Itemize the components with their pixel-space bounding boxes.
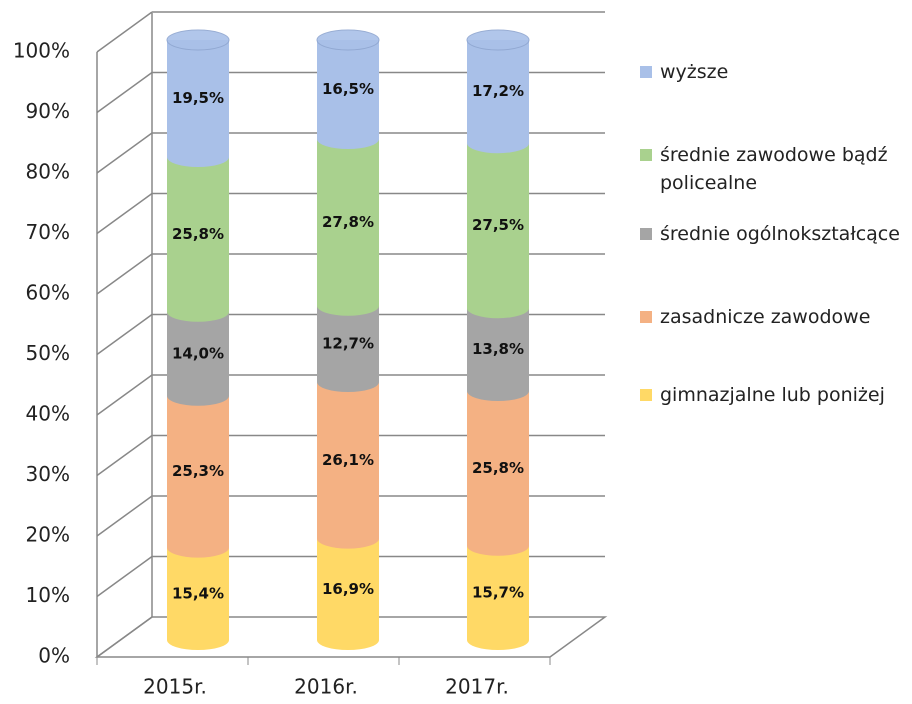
y-tick-label: 30% [26,462,70,486]
grid-line [96,132,153,174]
y-tick-label: 80% [26,160,70,184]
legend-label: gimnazjalne lub poniżej [660,384,885,406]
x-tick-label: 2015r. [143,675,207,699]
bar-segment [167,311,229,406]
data-label: 15,4% [172,584,224,602]
y-tick-label: 90% [26,99,70,123]
legend-label: zasadnicze zawodowe [660,306,871,328]
legend-label: średnie ogólnokształcące [660,223,900,245]
legend-label: średnie zawodowe bądź policealne [660,144,888,194]
bar-segment [317,139,379,316]
bar-segment [317,538,379,650]
bar-segment [467,40,529,154]
y-tick-label: 70% [26,220,70,244]
data-label: 15,7% [472,583,524,601]
bar-segment [167,40,229,167]
grid-line [96,555,153,598]
y-tick-label: 20% [26,523,70,547]
bar-segment [467,143,529,319]
bar-segment [317,305,379,392]
x-tick-label: 2017r. [445,675,509,699]
data-label: 16,9% [322,580,374,598]
data-label: 27,5% [472,216,524,234]
y-tick-label: 60% [26,281,70,305]
grid-line [96,11,153,53]
y-tick-label: 10% [26,583,70,607]
grid-line [96,616,153,658]
data-label: 19,5% [172,89,224,107]
legend-swatch [640,149,652,161]
x-tick-label: 2016r. [294,675,358,699]
bar-segment [167,157,229,322]
bar-segment [467,545,529,650]
bar-segment [467,391,529,556]
data-label: 25,3% [172,462,224,480]
data-label: 12,7% [322,334,374,352]
grid-line [96,374,153,416]
grid-line [96,71,153,114]
data-label: 27,8% [322,213,374,231]
cylinder-top [166,29,230,51]
data-label: 13,8% [472,340,524,358]
data-label: 17,2% [472,82,524,100]
y-tick-label: 100% [13,39,70,63]
legend-swatch [640,311,652,323]
data-label: 16,5% [322,80,374,98]
bar-segment [167,547,229,650]
grid-line [96,313,153,356]
cylinder-top [316,29,380,51]
data-label: 25,8% [472,459,524,477]
grid-line [96,495,153,537]
data-label: 14,0% [172,344,224,362]
grid-line [96,434,153,477]
bar-segment [167,395,229,558]
legend-label: wyższe [660,61,729,83]
cylinder-top [466,29,530,51]
legend-swatch [640,228,652,240]
y-tick-label: 40% [26,402,70,426]
y-tick-label: 0% [38,644,70,668]
legend-swatch [640,66,652,78]
legend-swatch [640,389,652,401]
data-label: 26,1% [322,451,374,469]
bar-segment [317,40,379,149]
grid-line [96,192,153,235]
data-label: 25,8% [172,225,224,243]
bar-segment [317,382,379,549]
y-tick-label: 50% [26,341,70,365]
bar-segment [467,308,529,401]
grid-line [96,253,153,295]
